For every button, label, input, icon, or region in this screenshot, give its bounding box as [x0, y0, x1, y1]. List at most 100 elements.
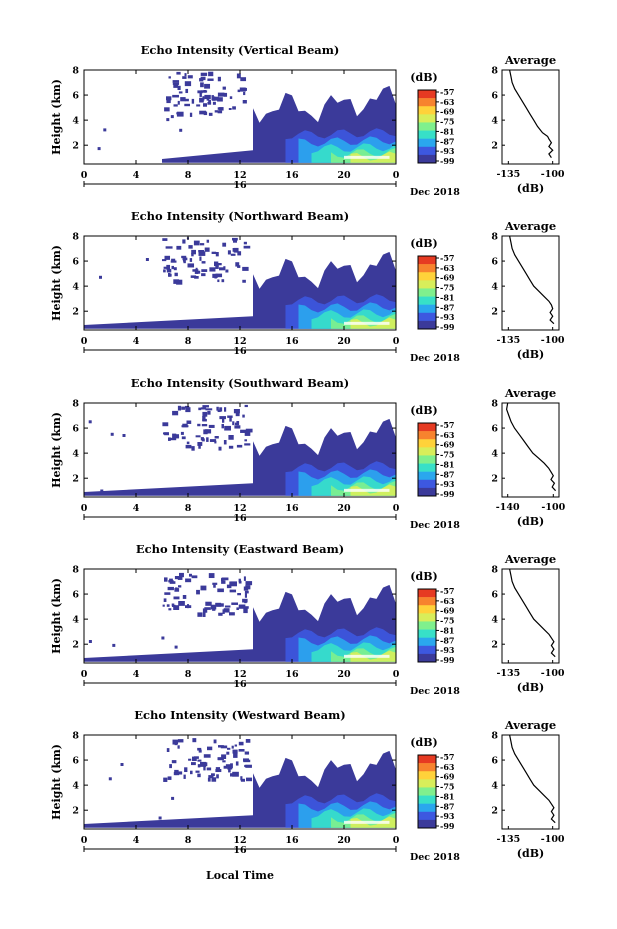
- echo-speck: [108, 777, 112, 781]
- echo-speck: [217, 107, 224, 110]
- colorbar-tick-label: -99: [440, 322, 455, 332]
- echo-speck: [207, 410, 211, 415]
- x-tick-label: 20: [337, 336, 351, 347]
- profile-y-tick-label: 8: [491, 731, 498, 742]
- x-tick-label: 12: [233, 336, 246, 347]
- colorbar-swatch: [418, 771, 436, 780]
- profile-x-tick-label: -140: [496, 502, 520, 513]
- echo-speck: [232, 749, 238, 754]
- echo-speck: [197, 773, 201, 778]
- profile-y-tick-label: 8: [491, 565, 498, 576]
- echo-speck: [212, 101, 216, 105]
- echo-speck: [198, 251, 206, 256]
- echo-speck: [166, 748, 170, 752]
- colorbar-swatch: [418, 787, 436, 796]
- echo-speck: [240, 776, 243, 781]
- echo-speck: [170, 437, 177, 441]
- echo-peak: [344, 820, 390, 824]
- echo-speck: [213, 739, 217, 744]
- echo-speck: [243, 87, 247, 91]
- colorbar-swatch: [418, 256, 436, 265]
- profile-y-tick-label: 8: [491, 399, 498, 410]
- echo-speck: [216, 488, 220, 492]
- echo-speck: [215, 264, 219, 269]
- colorbar-tick-label: -63: [440, 596, 455, 606]
- date-label: Dec 2018: [410, 852, 460, 863]
- colorbar-swatch: [418, 90, 436, 99]
- profile-line: [509, 69, 554, 159]
- echo-speck: [171, 796, 175, 800]
- echo-speck: [174, 576, 180, 580]
- echo-speck: [182, 257, 188, 261]
- echo-speck: [205, 408, 213, 411]
- echo-speck: [214, 436, 219, 439]
- echo-speck: [201, 424, 208, 427]
- colorbar-swatch: [418, 106, 436, 115]
- echo-speck: [184, 73, 187, 77]
- echo-speck: [211, 95, 214, 101]
- day-label: 16: [233, 845, 247, 856]
- colorbar-swatch: [418, 629, 436, 638]
- profile-y-tick-label: 4: [491, 282, 498, 293]
- profile-title: Average: [504, 386, 556, 400]
- echo-speck: [228, 435, 234, 440]
- echo-speck: [186, 441, 190, 445]
- echo-speck: [192, 738, 197, 743]
- echo-speck: [238, 749, 245, 752]
- echo-speck: [240, 429, 247, 433]
- echo-speck: [122, 434, 126, 437]
- echo-speck: [218, 446, 222, 451]
- echo-speck: [231, 602, 239, 605]
- profile-frame: [501, 402, 560, 498]
- colorbar-swatch: [418, 779, 436, 788]
- profile-x-tick-label: -100: [541, 169, 565, 180]
- echo-speck: [223, 608, 230, 613]
- y-tick-label: 6: [72, 91, 79, 102]
- echo-speck: [236, 323, 240, 327]
- colorbar-tick-label: -99: [440, 821, 455, 831]
- x-axis-label: Local Time: [206, 869, 274, 882]
- echo-speck: [180, 431, 184, 435]
- colorbar-tick-label: -69: [440, 606, 455, 616]
- low-level-band: [162, 150, 253, 163]
- echo-speck: [243, 245, 251, 249]
- low-level-band: [84, 649, 253, 662]
- profile-y-tick-label: 2: [491, 640, 498, 651]
- colorbar-swatch: [418, 795, 436, 804]
- echo-speck: [221, 754, 227, 760]
- profile-y-tick-label: 2: [491, 806, 498, 817]
- profile-y-tick-label: 6: [491, 590, 498, 601]
- echo-speck: [213, 96, 219, 101]
- echo-speck: [222, 86, 226, 90]
- colorbar-frame: [417, 89, 437, 164]
- echo-speck: [232, 771, 239, 777]
- echo-speck: [207, 746, 213, 751]
- x-tick-label: 0: [393, 336, 400, 347]
- heatmap-field: [84, 738, 396, 828]
- echo-speck: [185, 405, 190, 409]
- echo-speck: [200, 82, 204, 88]
- echo-speck: [199, 97, 204, 103]
- echo-speck: [237, 89, 241, 93]
- colorbar-tick-label: -63: [440, 430, 455, 440]
- panel-title: Echo Intensity (Northward Beam): [131, 209, 349, 223]
- echo-speck: [205, 429, 212, 434]
- echo-speck: [161, 636, 165, 640]
- echo-speck: [203, 429, 208, 435]
- echo-speck: [227, 766, 233, 770]
- echo-speck: [228, 445, 234, 449]
- echo-speck: [170, 115, 174, 119]
- echo-speck: [228, 768, 231, 773]
- profile-x-tick-label: -135: [496, 335, 520, 346]
- x-tick-label: 16: [285, 503, 299, 514]
- echo-speck: [184, 767, 188, 773]
- y-tick-label: 4: [72, 449, 79, 460]
- profile-y-tick-label: 4: [491, 449, 498, 460]
- echo-speck: [182, 239, 186, 244]
- echo-speck: [191, 446, 195, 451]
- echo-speck: [182, 76, 187, 79]
- colorbar-swatch: [418, 439, 436, 448]
- echo-speck: [163, 432, 169, 435]
- echo-speck: [242, 266, 249, 271]
- echo-speck: [166, 268, 172, 273]
